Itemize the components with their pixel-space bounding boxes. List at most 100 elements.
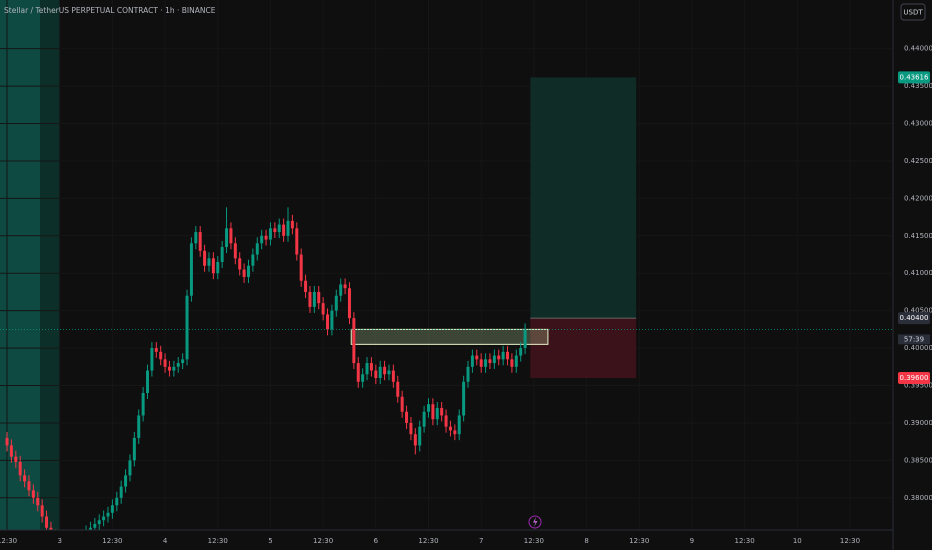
candle-body — [304, 280, 308, 292]
candle-body — [431, 404, 435, 420]
candle-body — [361, 374, 365, 382]
stop-price-tag — [898, 372, 930, 385]
candle-body — [220, 247, 224, 263]
candle-body — [146, 370, 150, 394]
candle-body — [418, 426, 422, 446]
candle-body — [233, 243, 237, 259]
candle-body — [295, 228, 299, 255]
event-icon[interactable] — [528, 515, 542, 529]
candle-body — [255, 243, 259, 255]
candle-body — [405, 411, 409, 423]
x-tick-label: 10 — [793, 537, 802, 545]
candle-body — [93, 524, 97, 528]
candle-body — [242, 269, 246, 277]
y-tick-label: 0.42000 — [904, 194, 932, 202]
candle-body — [374, 370, 378, 379]
entry-price-label: 0.40400 — [900, 314, 929, 322]
candle-body — [290, 220, 294, 229]
candle-body — [519, 348, 523, 356]
candle-body — [475, 355, 479, 360]
candle-body — [334, 295, 338, 311]
countdown-label: 57:39 — [904, 335, 924, 343]
candle-body — [352, 318, 356, 364]
candle-body — [124, 475, 128, 487]
candle-body — [176, 363, 180, 367]
candle-body — [321, 303, 325, 315]
x-tick-label: 8 — [584, 537, 588, 545]
y-tick-label: 0.42500 — [904, 157, 932, 165]
currency-label[interactable]: USDT — [903, 9, 923, 17]
currency-button[interactable] — [900, 3, 926, 21]
candle-body — [383, 366, 387, 375]
candle-body — [9, 445, 13, 457]
candle-body — [312, 291, 316, 307]
candle-body — [488, 359, 492, 364]
candle-body — [453, 430, 457, 435]
candle-body — [45, 516, 49, 528]
candle-body — [282, 224, 286, 236]
candle-body — [251, 254, 255, 266]
x-tick-label: 12:30 — [524, 537, 544, 545]
x-tick-label: 12:30 — [735, 537, 755, 545]
x-tick-label: 9 — [690, 537, 694, 545]
candle-body — [462, 381, 466, 416]
x-tick-label: 12:30 — [0, 537, 17, 545]
candle-body — [497, 355, 501, 360]
x-tick-label: 4 — [163, 537, 168, 545]
x-tick-label: 12:30 — [629, 537, 649, 545]
target-price-label: 0.43616 — [900, 73, 929, 81]
y-tick-label: 0.39000 — [904, 419, 932, 427]
candle-body — [299, 254, 303, 281]
candle-body — [409, 422, 413, 435]
y-tick-label: 0.40000 — [904, 344, 932, 352]
candle-body — [326, 314, 330, 330]
candle-body — [330, 310, 334, 330]
candle-body — [510, 359, 514, 367]
candle-body — [203, 250, 207, 266]
candle-body — [106, 512, 110, 517]
y-tick-label: 0.43500 — [904, 82, 932, 90]
candle-body — [396, 381, 400, 397]
candle-body — [400, 396, 404, 412]
candle-body — [391, 370, 395, 382]
candle-body — [189, 243, 193, 296]
candle-body — [484, 359, 488, 367]
previous-position-zone — [0, 0, 40, 530]
y-tick-label: 0.40500 — [904, 307, 932, 315]
candle-body — [163, 359, 167, 367]
stop-loss-zone — [530, 318, 637, 379]
y-tick-label: 0.39500 — [904, 382, 932, 390]
candle-body — [110, 505, 114, 513]
candle-body — [198, 232, 202, 251]
candle-body — [194, 232, 198, 244]
candle-body — [181, 359, 185, 364]
candle-body — [154, 348, 158, 352]
y-tick-label: 0.38000 — [904, 494, 932, 502]
candle-body — [492, 355, 496, 364]
x-tick-label: 12:30 — [208, 537, 228, 545]
candle-body — [260, 235, 264, 244]
candle-body — [506, 351, 510, 360]
x-tick-label: 12:30 — [418, 537, 438, 545]
candle-body — [172, 366, 176, 371]
candle-body — [466, 366, 470, 382]
candle-body — [470, 355, 474, 367]
candle-body — [150, 348, 154, 371]
candle-body — [523, 329, 527, 349]
y-tick-label: 0.44000 — [904, 45, 932, 53]
candle-body — [238, 258, 242, 270]
plot-area — [5, 0, 637, 530]
x-tick-label: 7 — [479, 537, 483, 545]
candle-body — [317, 291, 321, 304]
countdown-tag — [898, 334, 930, 345]
candle-body — [264, 235, 268, 240]
candle-body — [501, 351, 505, 360]
candle-body — [448, 426, 452, 431]
candle-body — [115, 497, 119, 506]
stop-price-label: 0.39600 — [900, 374, 929, 382]
candle-body — [435, 407, 439, 420]
candle-body — [31, 490, 35, 498]
